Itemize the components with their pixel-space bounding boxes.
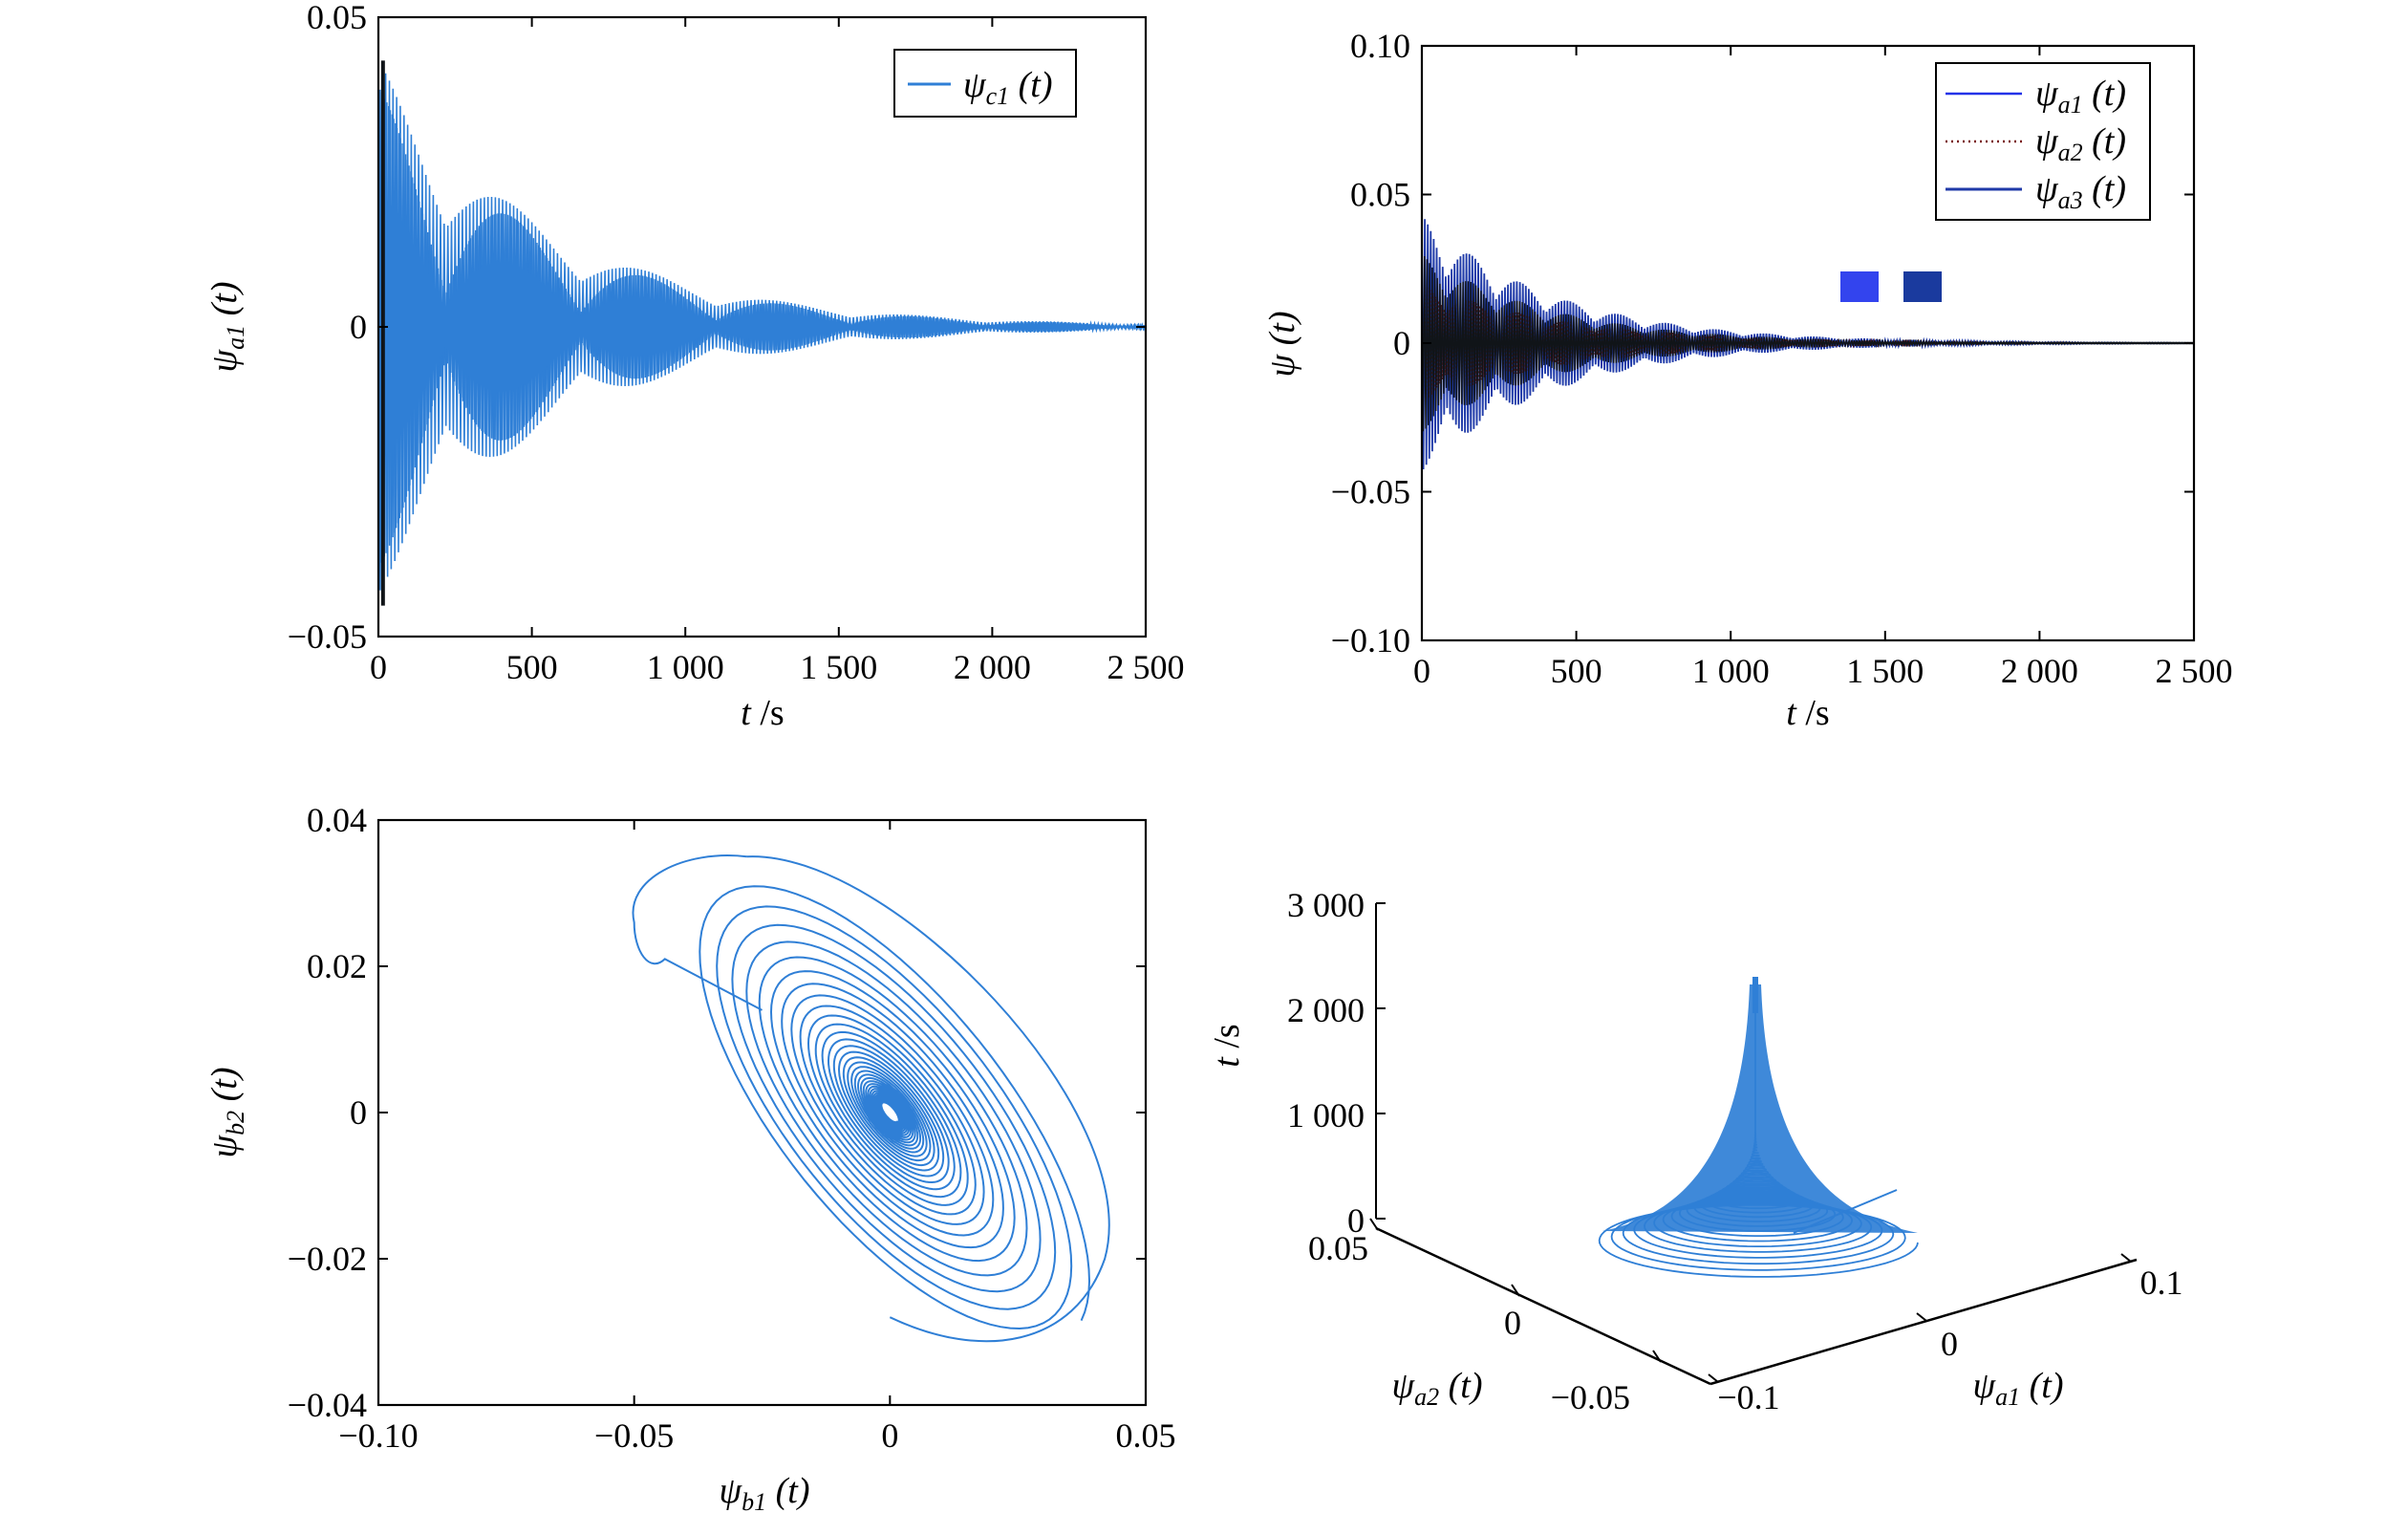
bl-ytick-label: 0.02	[307, 947, 367, 985]
tr-xtick-label: 1 000	[1692, 652, 1770, 690]
br-ztick-label: 2 000	[1287, 991, 1365, 1029]
tr-trace-series	[1421, 215, 2195, 470]
tr-marker-2	[1903, 271, 1942, 302]
tr-marker-1	[1840, 271, 1879, 302]
tr-xtick-label: 0	[1413, 652, 1430, 690]
tl-xtick-label: 1 000	[647, 648, 724, 686]
bl-ytick-label: −0.04	[288, 1386, 367, 1424]
tr-legend: ψa1 (t) ψa2 (t) ψa3 (t)	[1935, 62, 2151, 221]
tr-xtick-label: 2 500	[2156, 652, 2233, 690]
tl-xtick-label: 2 000	[954, 648, 1031, 686]
tl-series-core	[377, 87, 1147, 566]
br-xtick-mark	[2120, 1253, 2132, 1263]
br-ytick-mark	[1511, 1284, 1520, 1297]
tr-ytick-label: 0	[1393, 324, 1410, 362]
tl-xtick-label: 500	[506, 648, 558, 686]
br-yaxis	[1375, 1226, 1711, 1386]
br-xtick-mark	[1708, 1373, 1719, 1383]
bl-series-transient	[632, 854, 763, 1011]
br-ytick-label: −0.05	[1551, 1378, 1630, 1416]
br-xtick-label: −0.1	[1717, 1378, 1779, 1416]
tr-ytick-label: −0.10	[1331, 621, 1410, 659]
tr-ytick-label: 0.05	[1350, 176, 1410, 214]
br-ztick-label: 1 000	[1287, 1096, 1365, 1135]
bl-trace-series	[632, 854, 1110, 1343]
tl-legend: ψc1 (t)	[893, 49, 1077, 118]
tr-xlabel: t /s	[1786, 693, 1829, 733]
br-ylabel: ψa2 (t)	[1392, 1366, 1483, 1411]
bl-series-outer	[746, 855, 1110, 1343]
br-xlabel: ψa1 (t)	[1973, 1366, 2064, 1411]
tl-ytick-label: 0	[350, 308, 367, 346]
bl-ytick-label: 0.04	[307, 801, 367, 839]
tr-ytick-label: −0.05	[1331, 473, 1410, 511]
tr-xtick-label: 2 000	[2001, 652, 2078, 690]
br-ytick-label: 0.05	[1308, 1229, 1368, 1267]
tr-ticks: 0 500 1 000 1 500 2 000 2 500 0.10 0.05 0 −0.05 −0…	[1331, 27, 2233, 690]
br-xaxis	[1709, 1258, 2138, 1386]
bl-xtick-label: −0.10	[338, 1416, 418, 1455]
br-ytick-mark	[1652, 1350, 1662, 1363]
bl-ylabel: ψb2 (t)	[204, 1068, 249, 1158]
br-series-transient	[1793, 1189, 1898, 1234]
tr-ytick-label: 0.10	[1350, 27, 1410, 65]
tl-xtick-label: 1 500	[800, 648, 877, 686]
br-series-cone	[1602, 984, 1918, 1233]
tl-xlabel: t /s	[741, 693, 784, 733]
br-ytick-mark	[1369, 1218, 1379, 1231]
tr-legend-label-1: ψa1 (t)	[2035, 74, 2126, 119]
chart-top-right: 0 500 1 000 1 500 2 000 2 500 0.10 0.05 0 −0.05 −0…	[1262, 27, 2233, 733]
tl-legend-label: ψc1 (t)	[963, 65, 1053, 110]
bl-ytick-label: −0.02	[288, 1240, 367, 1278]
bl-xtick-label: −0.05	[594, 1416, 674, 1455]
tr-legend-label-2: ψa2 (t)	[2035, 121, 2126, 166]
tl-series-line	[377, 60, 1147, 591]
tr-xtick-label: 1 500	[1846, 652, 1924, 690]
tr-legend-label-3: ψa3 (t)	[2035, 169, 2126, 214]
tl-ylabel: ψa1 (t)	[204, 282, 249, 373]
br-xtick-label: 0	[1941, 1325, 1958, 1363]
tl-xtick-label: 0	[370, 648, 387, 686]
tl-trace-series	[377, 60, 1147, 606]
br-trace-series	[1598, 977, 1919, 1278]
br-ztick-label: 0	[1347, 1201, 1365, 1240]
tl-xtick-label: 2 500	[1107, 648, 1185, 686]
tl-ytick-label: −0.05	[288, 617, 367, 656]
br-xtick-mark	[1916, 1312, 1927, 1322]
bl-ticks: −0.10 −0.05 0 0.05 0.04 0.02 0 −0.02 −0.04	[288, 801, 1176, 1455]
bl-series-spiral	[699, 885, 1091, 1330]
bl-xtick-label: 0.05	[1116, 1416, 1176, 1455]
br-ztick-label: 3 000	[1287, 886, 1365, 924]
tl-ytick-label: 0.05	[307, 0, 367, 36]
br-xtick-label: 0.1	[2140, 1264, 2183, 1302]
chart-bottom-left: −0.10 −0.05 0 0.05 0.04 0.02 0 −0.02 −0.04 ψb2 (…	[204, 801, 1176, 1513]
br-ytick-label: 0	[1504, 1304, 1521, 1342]
tr-xtick-label: 500	[1551, 652, 1602, 690]
bl-xtick-label: 0	[881, 1416, 898, 1455]
tr-ylabel: ψ (t)	[1262, 312, 1302, 378]
bl-ytick-label: 0	[350, 1093, 367, 1132]
br-zlabel: t /s	[1207, 1024, 1247, 1067]
bl-xlabel: ψb1 (t)	[720, 1471, 810, 1513]
